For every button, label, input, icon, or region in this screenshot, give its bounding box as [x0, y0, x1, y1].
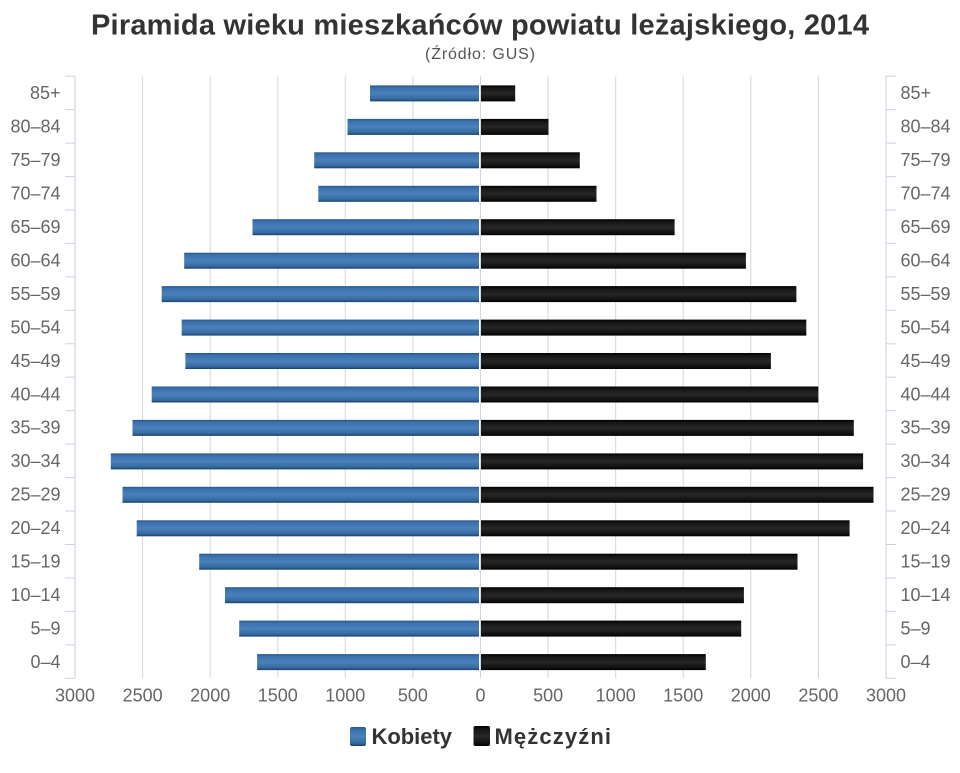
svg-text:15–19: 15–19: [10, 552, 60, 572]
svg-text:2500: 2500: [798, 686, 838, 706]
svg-text:35–39: 35–39: [10, 418, 60, 438]
svg-text:5–9: 5–9: [901, 618, 931, 638]
svg-text:65–69: 65–69: [10, 217, 60, 237]
svg-text:40–44: 40–44: [10, 384, 60, 404]
svg-text:60–64: 60–64: [10, 251, 60, 271]
svg-text:85+: 85+: [30, 83, 61, 103]
svg-text:Piramida wieku mieszkańców pow: Piramida wieku mieszkańców powiatu leżaj…: [91, 10, 869, 42]
svg-text:50–54: 50–54: [901, 317, 951, 337]
svg-text:60–64: 60–64: [901, 251, 951, 271]
svg-text:2000: 2000: [190, 686, 230, 706]
svg-text:75–79: 75–79: [10, 150, 60, 170]
svg-text:1000: 1000: [596, 686, 636, 706]
svg-text:Kobiety: Kobiety: [372, 724, 453, 749]
svg-text:55–59: 55–59: [10, 284, 60, 304]
svg-text:5–9: 5–9: [30, 618, 60, 638]
svg-text:Mężczyźni: Mężczyźni: [495, 724, 612, 749]
svg-text:55–59: 55–59: [901, 284, 951, 304]
svg-text:85+: 85+: [901, 83, 932, 103]
svg-text:2000: 2000: [731, 686, 771, 706]
svg-text:500: 500: [398, 686, 428, 706]
svg-text:20–24: 20–24: [901, 518, 951, 538]
svg-text:65–69: 65–69: [901, 217, 951, 237]
svg-text:70–74: 70–74: [901, 184, 951, 204]
svg-text:10–14: 10–14: [901, 585, 951, 605]
svg-text:3000: 3000: [55, 686, 95, 706]
svg-text:45–49: 45–49: [901, 351, 951, 371]
svg-text:500: 500: [533, 686, 563, 706]
svg-text:80–84: 80–84: [10, 117, 60, 137]
svg-text:25–29: 25–29: [901, 485, 951, 505]
svg-text:0–4: 0–4: [30, 652, 60, 672]
svg-text:40–44: 40–44: [901, 384, 951, 404]
svg-text:1500: 1500: [258, 686, 298, 706]
svg-text:25–29: 25–29: [10, 485, 60, 505]
svg-text:15–19: 15–19: [901, 552, 951, 572]
svg-text:70–74: 70–74: [10, 184, 60, 204]
svg-text:80–84: 80–84: [901, 117, 951, 137]
svg-text:2500: 2500: [123, 686, 163, 706]
svg-text:20–24: 20–24: [10, 518, 60, 538]
svg-text:0: 0: [475, 686, 485, 706]
svg-text:30–34: 30–34: [10, 451, 60, 471]
svg-text:1000: 1000: [325, 686, 365, 706]
svg-text:0–4: 0–4: [901, 652, 931, 672]
svg-text:(Źródło: GUS): (Źródło: GUS): [425, 44, 535, 63]
svg-text:35–39: 35–39: [901, 418, 951, 438]
svg-text:45–49: 45–49: [10, 351, 60, 371]
svg-text:3000: 3000: [866, 686, 906, 706]
svg-text:10–14: 10–14: [10, 585, 60, 605]
svg-text:30–34: 30–34: [901, 451, 951, 471]
svg-text:1500: 1500: [663, 686, 703, 706]
svg-text:75–79: 75–79: [901, 150, 951, 170]
svg-text:50–54: 50–54: [10, 317, 60, 337]
